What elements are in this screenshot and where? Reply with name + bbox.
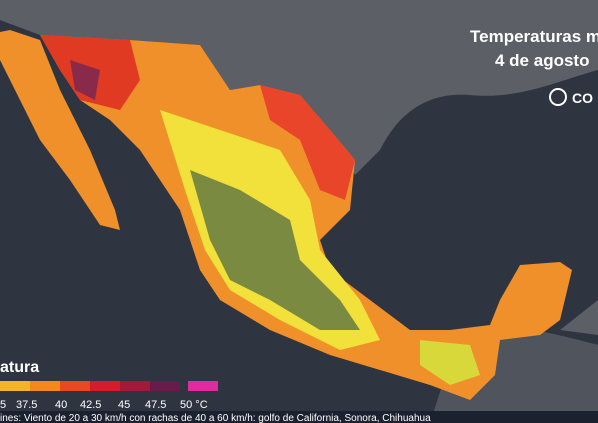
ticker: ines: Viento de 20 a 30 km/h con rachas … [0,413,431,423]
legend-label: 47.5 [145,399,166,411]
extreme-zone [70,60,100,100]
title: Temperaturas m [470,27,598,46]
legend-labels: 5 37.5 40 42.5 45 47.5 50 °C [0,399,208,411]
hot-northeast [260,85,355,200]
ticker-bar [0,411,598,423]
legend-swatch [120,381,150,391]
highlands [190,170,360,330]
legend-swatch [150,381,180,391]
legend-swatch [90,381,120,391]
legend-swatch [60,381,90,391]
legend-label: 42.5 [80,399,101,411]
logo-text: CO [572,90,593,106]
legend-label: 45 [118,399,130,411]
legend-label: 50 °C [180,399,208,411]
legend-swatch [188,381,218,391]
legend-label: 37.5 [16,399,37,411]
baja-california [0,30,120,230]
subtitle: 4 de agosto [495,51,589,70]
legend-title: atura [0,359,39,376]
logo-icon [549,88,567,106]
legend-label: 5 [0,399,6,411]
cuba [560,300,598,335]
legend-swatch [0,381,30,391]
legend-swatch [30,381,60,391]
chiapas [420,340,480,385]
legend-bar [0,381,218,391]
legend-label: 40 [55,399,67,411]
us-land [0,0,598,175]
